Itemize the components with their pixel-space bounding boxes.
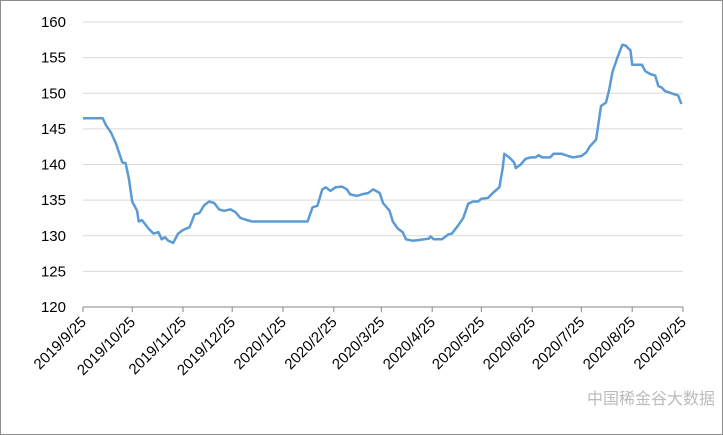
y-tick-label: 160 — [41, 14, 66, 31]
y-tick-label: 125 — [41, 263, 66, 280]
y-tick-label: 135 — [41, 192, 66, 209]
y-tick-label: 145 — [41, 121, 66, 138]
data-line — [83, 43, 683, 245]
y-tick-label: 150 — [41, 85, 66, 102]
y-tick-label: 130 — [41, 228, 66, 245]
y-tick-label: 140 — [41, 157, 66, 174]
y-tick-label: 155 — [41, 50, 66, 67]
y-tick-label: 120 — [41, 299, 66, 316]
watermark: 中国稀金谷大数据 — [587, 390, 715, 408]
